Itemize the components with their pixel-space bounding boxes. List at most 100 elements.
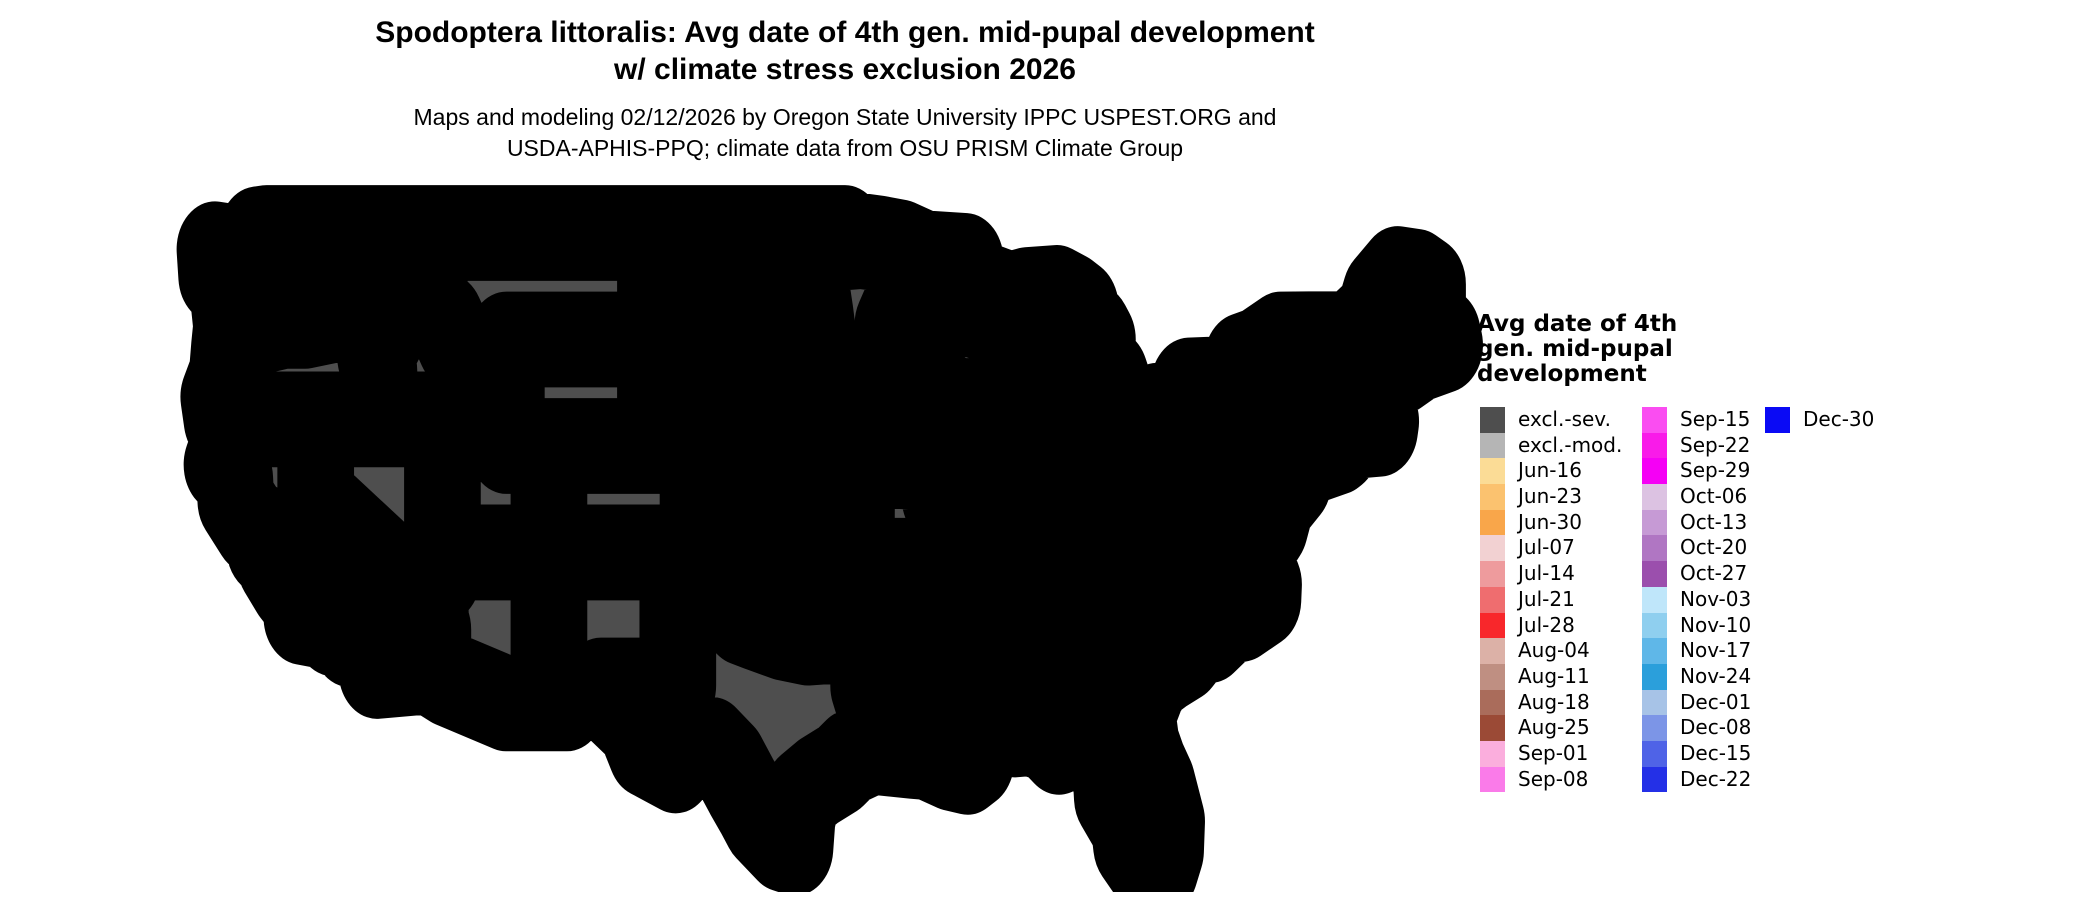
legend-item: Jun-30 bbox=[1480, 509, 1622, 536]
legend-label: Nov-24 bbox=[1680, 663, 1752, 688]
legend-swatch bbox=[1642, 715, 1667, 741]
legend-swatch bbox=[1642, 458, 1667, 485]
legend-item: Jul-21 bbox=[1480, 586, 1622, 613]
legend-label: Oct-20 bbox=[1680, 535, 1748, 560]
legend-label: Oct-06 bbox=[1680, 484, 1748, 509]
map-subtitle-line1: Maps and modeling 02/12/2026 by Oregon S… bbox=[413, 104, 1277, 130]
legend-swatch bbox=[1480, 432, 1505, 459]
legend-label: Sep-29 bbox=[1680, 458, 1751, 483]
legend-item: Dec-01 bbox=[1642, 689, 1752, 716]
legend-swatch bbox=[1480, 740, 1505, 767]
legend-swatch bbox=[1480, 586, 1505, 613]
legend-item: Aug-25 bbox=[1480, 715, 1622, 741]
legend-swatch bbox=[1642, 740, 1667, 767]
legend-label: excl.-sev. bbox=[1518, 407, 1611, 431]
legend-label: excl.-mod. bbox=[1518, 432, 1623, 457]
legend-label: Aug-25 bbox=[1518, 715, 1590, 740]
legend-swatch bbox=[1642, 509, 1667, 536]
legend-item: Oct-20 bbox=[1642, 535, 1751, 562]
legend-swatch bbox=[1642, 638, 1667, 664]
legend-label: Sep-15 bbox=[1680, 407, 1751, 431]
legend-label: Sep-22 bbox=[1680, 432, 1751, 457]
legend-label: Jun-16 bbox=[1518, 458, 1582, 483]
legend-swatch bbox=[1480, 766, 1505, 793]
legend-item: Aug-11 bbox=[1480, 663, 1622, 690]
legend-label: Aug-11 bbox=[1518, 663, 1590, 688]
legend-label: Dec-01 bbox=[1680, 689, 1752, 714]
legend-item: Sep-01 bbox=[1480, 740, 1622, 767]
legend-item: Dec-22 bbox=[1642, 766, 1752, 793]
legend-swatch bbox=[1480, 509, 1505, 536]
legend-title-line: gen. mid-pupal bbox=[1477, 336, 1673, 362]
legend-swatch bbox=[1480, 458, 1505, 485]
legend-column-2: Sep-15 Sep-22 Sep-29 Oct-06 Oct-13 Oct-20 Oct-… bbox=[1642, 407, 1752, 793]
legend-item: Nov-10 bbox=[1642, 612, 1752, 639]
legend-item: Nov-24 bbox=[1642, 663, 1752, 690]
legend-label: Dec-30 bbox=[1803, 407, 1875, 431]
legend-label: Sep-01 bbox=[1518, 740, 1589, 765]
legend-swatch bbox=[1642, 484, 1667, 510]
legend-item: Nov-03 bbox=[1642, 586, 1752, 613]
legend-swatch bbox=[1480, 689, 1505, 716]
map-title-line1: Spodoptera littoralis: Avg date of 4th g… bbox=[375, 16, 1315, 49]
legend-label: Jun-23 bbox=[1518, 484, 1582, 509]
legend-label: Dec-22 bbox=[1680, 766, 1752, 791]
legend-item: Jul-28 bbox=[1480, 612, 1622, 639]
legend-label: Aug-18 bbox=[1518, 689, 1590, 714]
legend-item: Oct-06 bbox=[1642, 484, 1751, 510]
legend-label: Aug-04 bbox=[1518, 638, 1590, 663]
legend-title-line: Avg date of 4th bbox=[1477, 311, 1678, 337]
legend-column-3: Dec-30 bbox=[1765, 407, 1874, 433]
legend-swatch bbox=[1642, 586, 1667, 613]
legend-swatch bbox=[1642, 612, 1667, 639]
legend-swatch bbox=[1480, 407, 1505, 433]
legend-item: excl.-sev. bbox=[1480, 407, 1622, 433]
legend-column-1: excl.-sev. excl.-mod. Jun-16 Jun-23 Jun-30 Ju… bbox=[1480, 407, 1623, 793]
legend-title-line: development bbox=[1477, 361, 1647, 387]
legend-swatch bbox=[1642, 689, 1667, 716]
legend-swatch bbox=[1480, 638, 1505, 664]
legend-label: Jul-21 bbox=[1518, 586, 1575, 611]
legend-item: Oct-27 bbox=[1642, 561, 1751, 587]
legend-item: Jun-23 bbox=[1480, 484, 1622, 510]
legend-item: Jun-16 bbox=[1480, 458, 1622, 485]
legend-swatch bbox=[1642, 407, 1667, 433]
legend-item: Sep-15 bbox=[1642, 407, 1751, 433]
legend-swatch bbox=[1642, 663, 1667, 690]
legend-item: Jul-07 bbox=[1480, 535, 1622, 562]
map-subtitle-line2: USDA-APHIS-PPQ; climate data from OSU PR… bbox=[506, 135, 1184, 161]
legend-item: Aug-04 bbox=[1480, 638, 1622, 664]
legend-swatch bbox=[1642, 766, 1667, 793]
legend-swatch bbox=[1480, 561, 1505, 587]
legend-item: Dec-08 bbox=[1642, 715, 1751, 741]
legend-item: Dec-15 bbox=[1642, 740, 1751, 767]
legend-swatch bbox=[1642, 432, 1667, 459]
legend-label: Sep-08 bbox=[1518, 766, 1589, 791]
legend-label: Nov-17 bbox=[1680, 638, 1752, 663]
legend-item: Sep-22 bbox=[1642, 432, 1751, 459]
legend-swatch bbox=[1480, 612, 1505, 639]
legend-label: Jul-14 bbox=[1518, 561, 1575, 586]
legend-label: Nov-03 bbox=[1680, 586, 1752, 611]
legend-label: Oct-27 bbox=[1680, 561, 1748, 586]
legend-item: Nov-17 bbox=[1642, 638, 1751, 664]
legend-item: Jul-14 bbox=[1480, 561, 1622, 587]
legend-item: Oct-13 bbox=[1642, 509, 1751, 536]
legend-label: Nov-10 bbox=[1680, 612, 1752, 637]
legend-item: Aug-18 bbox=[1480, 689, 1622, 716]
map-subtitle: Maps and modeling 02/12/2026 by Oregon S… bbox=[180, 102, 1510, 164]
legend-label: Jul-07 bbox=[1518, 535, 1575, 560]
legend-swatch bbox=[1642, 561, 1667, 587]
legend-item: Sep-08 bbox=[1480, 766, 1622, 793]
legend-swatch bbox=[1480, 663, 1505, 690]
legend-swatch bbox=[1480, 715, 1505, 741]
legend-item: Sep-29 bbox=[1642, 458, 1751, 485]
legend-swatch bbox=[1642, 535, 1667, 562]
legend-item: Dec-30 bbox=[1765, 407, 1874, 433]
legend-title: Avg date of 4th gen. mid-pupal developme… bbox=[1477, 312, 1757, 387]
legend-item: excl.-mod. bbox=[1480, 432, 1623, 459]
map-title-line2: w/ climate stress exclusion 2026 bbox=[614, 53, 1076, 86]
legend-label: Jun-30 bbox=[1518, 509, 1582, 534]
legend-swatch bbox=[1765, 407, 1790, 433]
